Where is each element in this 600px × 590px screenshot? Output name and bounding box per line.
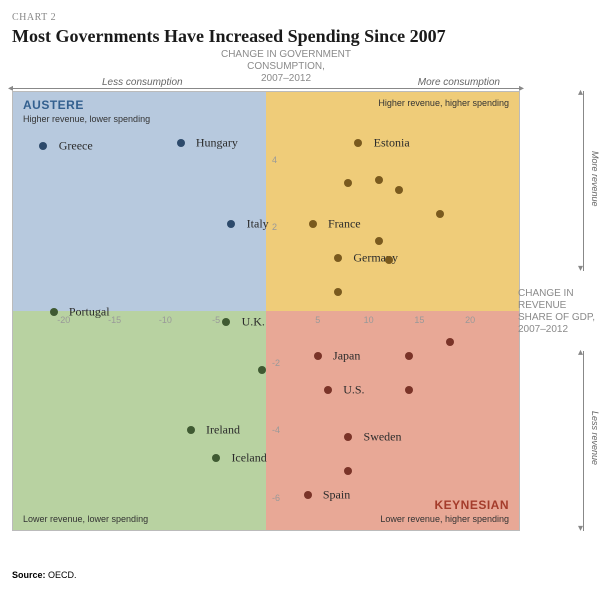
data-point [405, 352, 413, 360]
x-tick: 20 [465, 315, 475, 325]
side-line-lower [583, 351, 584, 531]
data-point-label: Ireland [206, 423, 240, 438]
y-tick: -6 [272, 493, 280, 503]
data-point [334, 254, 342, 262]
data-point [309, 220, 317, 228]
source-prefix: Source: [12, 570, 46, 580]
data-point-label: U.S. [343, 382, 364, 397]
data-point [187, 426, 195, 434]
data-point-label: Estonia [374, 135, 410, 150]
arrow-down-icon: ▾ [578, 263, 583, 274]
data-point-label: France [328, 217, 361, 232]
quadrant-subtitle: Higher revenue, lower spending [23, 114, 150, 124]
arrow-down-icon-2: ▾ [578, 523, 583, 534]
data-point [405, 386, 413, 394]
data-point [227, 220, 235, 228]
data-point [212, 454, 220, 462]
data-point [375, 176, 383, 184]
scatter-plot: AUSTERE Higher revenue, lower spending Hi… [12, 91, 520, 531]
less-revenue-label: Less revenue [590, 411, 600, 465]
x-tick: -15 [108, 315, 121, 325]
data-point-label: Greece [59, 139, 93, 154]
arrow-up-icon-2: ▴ [578, 347, 583, 358]
data-point-label: Spain [323, 487, 350, 502]
less-consumption-label: Less consumption [102, 77, 183, 88]
data-point [258, 366, 266, 374]
top-axis-arrows: ◂ ▸ [12, 88, 520, 89]
y-tick: -4 [272, 425, 280, 435]
x-tick: -5 [212, 315, 220, 325]
x-tick: 15 [414, 315, 424, 325]
data-point [324, 386, 332, 394]
data-point [177, 139, 185, 147]
quadrant-bottom-left: Lower revenue, lower spending [13, 311, 266, 530]
data-point-label: Hungary [196, 135, 238, 150]
data-point [222, 318, 230, 326]
quadrant-austere: AUSTERE Higher revenue, lower spending [13, 92, 266, 311]
quadrant-title: KEYNESIAN [434, 498, 509, 512]
quadrant-subtitle: Lower revenue, higher spending [380, 514, 509, 524]
quadrant-subtitle: Higher revenue, higher spending [378, 98, 509, 108]
x-tick: 10 [364, 315, 374, 325]
side-line-upper [583, 91, 584, 271]
quadrant-top-right: Higher revenue, higher spending [266, 92, 519, 311]
data-point [344, 433, 352, 441]
data-point [304, 491, 312, 499]
quadrant-title: AUSTERE [23, 98, 84, 112]
source-line: Source: OECD. [12, 570, 77, 580]
data-point [344, 467, 352, 475]
more-revenue-label: More revenue [590, 151, 600, 207]
data-point-label: U.K. [242, 315, 265, 330]
y-tick: -2 [272, 358, 280, 368]
y-tick: 4 [272, 155, 277, 165]
data-point [446, 338, 454, 346]
y-tick: 2 [272, 222, 277, 232]
data-point [385, 256, 393, 264]
data-point-label: Sweden [364, 430, 402, 445]
chart-title: Most Governments Have Increased Spending… [12, 26, 582, 47]
data-point [436, 210, 444, 218]
arrow-up-icon: ▴ [578, 87, 583, 98]
x-tick: 5 [315, 315, 320, 325]
x-tick: -10 [159, 315, 172, 325]
data-point-label: Japan [333, 349, 360, 364]
quadrant-subtitle: Lower revenue, lower spending [23, 514, 148, 524]
data-point [375, 237, 383, 245]
data-point-label: Iceland [231, 450, 266, 465]
plot-area: CHANGE IN GOVERNMENTCONSUMPTION,2007–201… [12, 53, 560, 543]
data-point-label: Portugal [69, 305, 110, 320]
data-point [334, 288, 342, 296]
source-value: OECD. [46, 570, 77, 580]
data-point [314, 352, 322, 360]
data-point-label: Italy [247, 217, 269, 232]
data-point [39, 142, 47, 150]
data-point [344, 179, 352, 187]
data-point [354, 139, 362, 147]
side-axis-arrows: ▴ ▾ More revenue ▴ ▾ Less revenue [578, 91, 590, 531]
more-consumption-label: More consumption [418, 77, 500, 88]
chart-number: CHART 2 [12, 12, 582, 23]
data-point [50, 308, 58, 316]
data-point [395, 186, 403, 194]
